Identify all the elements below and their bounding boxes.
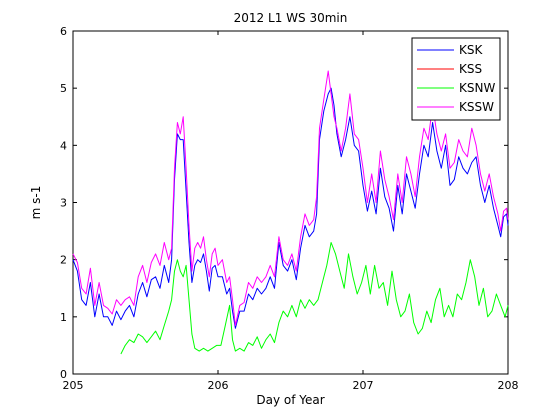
legend-label-ksnw: KSNW (459, 81, 495, 95)
y-tick-label: 3 (60, 197, 67, 210)
y-tick-label: 6 (60, 25, 67, 38)
y-tick-label: 5 (60, 82, 67, 95)
legend-label-kssw: KSSW (459, 100, 494, 114)
series-line-kssw (72, 70, 509, 326)
legend: KSK KSS KSNW KSSW (411, 37, 501, 121)
x-tick-label: 206 (208, 379, 229, 392)
x-axis-title: Day of Year (256, 393, 324, 407)
y-tick-label: 4 (60, 139, 67, 152)
series-lines (72, 70, 509, 355)
series-line-ksnw (120, 242, 509, 355)
x-axis: 205 206 207 208 (63, 31, 519, 392)
legend-label-ksk: KSK (459, 43, 483, 57)
y-tick-label: 1 (60, 311, 67, 324)
chart-title: 2012 L1 WS 30min (234, 11, 348, 25)
y-axis-title: m s-1 (29, 186, 43, 220)
legend-label-kss: KSS (459, 62, 482, 76)
x-tick-label: 205 (63, 379, 84, 392)
legend-box (411, 37, 501, 121)
series-line-ksk (72, 87, 509, 329)
y-tick-label: 2 (60, 254, 67, 267)
y-tick-label: 0 (60, 368, 67, 381)
x-tick-label: 208 (498, 379, 519, 392)
x-tick-label: 207 (353, 379, 374, 392)
